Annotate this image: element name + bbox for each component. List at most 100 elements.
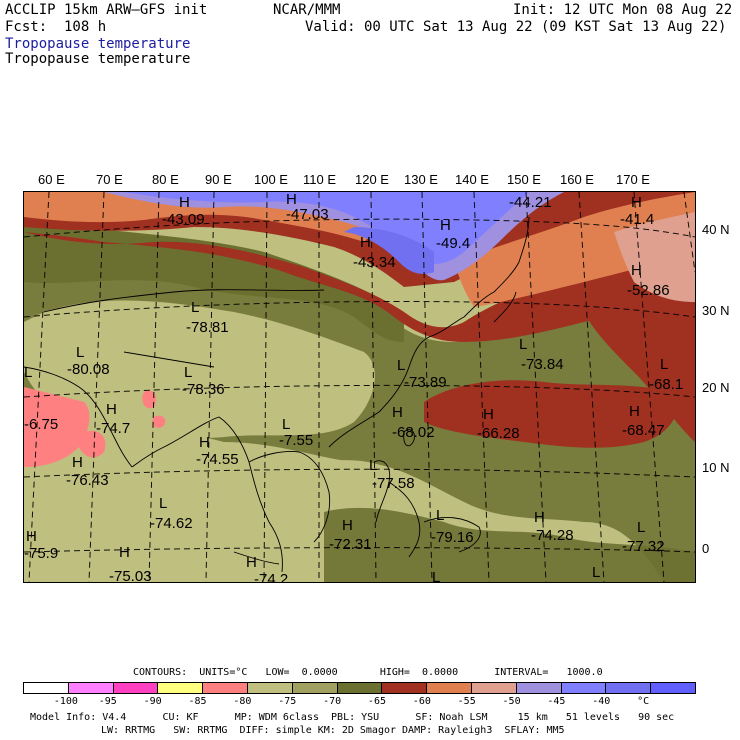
extremum-value: -78.81 bbox=[186, 319, 229, 336]
extremum-marker: H bbox=[392, 404, 403, 421]
color-swatch bbox=[561, 683, 607, 693]
color-swatch bbox=[516, 683, 562, 693]
extremum-value: -74.2 bbox=[254, 571, 288, 582]
extremum-marker: H bbox=[119, 544, 130, 561]
extremum-marker: H bbox=[26, 528, 37, 545]
extremum-marker: L bbox=[592, 564, 600, 581]
color-legend-label: -50 bbox=[502, 696, 521, 707]
lat-label: 10 N bbox=[702, 460, 730, 475]
lon-label: 170 E bbox=[616, 172, 650, 187]
color-swatch bbox=[337, 683, 383, 693]
organization: NCAR/MMM bbox=[273, 2, 341, 18]
extremum-marker: L bbox=[184, 364, 192, 381]
extremum-value: -47.03 bbox=[286, 206, 329, 223]
color-legend-label: -40 bbox=[592, 696, 611, 707]
color-swatch bbox=[427, 683, 472, 693]
color-swatch bbox=[24, 683, 69, 693]
extremum-marker: L bbox=[519, 336, 527, 353]
extremum-marker: L bbox=[660, 356, 668, 373]
extremum-value: -7.55 bbox=[279, 432, 313, 449]
forecast-hour: Fcst: 108 h bbox=[5, 19, 107, 35]
lon-label: 160 E bbox=[560, 172, 594, 187]
extremum-value: -6.75 bbox=[24, 416, 58, 433]
extremum-value: -75.03 bbox=[109, 568, 152, 582]
lon-label: 80 E bbox=[152, 172, 179, 187]
extremum-value: -44.21 bbox=[509, 194, 552, 211]
extremum-marker: H bbox=[106, 401, 117, 418]
extremum-value: -77.32 bbox=[622, 538, 665, 555]
extremum-marker: L bbox=[191, 299, 199, 316]
color-swatch bbox=[158, 683, 204, 693]
extrema-labels: H -43.09 H -47.03 -44.21 H -41.4 H -43.3… bbox=[24, 191, 683, 588]
extremum-marker: H bbox=[246, 554, 257, 571]
contours-info: CONTOURS: UNITS=°C LOW= 0.0000 HIGH= 0.0… bbox=[133, 667, 603, 678]
extremum-value: -76.43 bbox=[66, 472, 109, 489]
field-title-1: Tropopause temperature bbox=[5, 36, 191, 52]
extremum-value: -41.4 bbox=[620, 211, 654, 228]
extremum-marker: H bbox=[483, 406, 494, 423]
color-swatch bbox=[471, 683, 517, 693]
color-swatch bbox=[606, 683, 652, 693]
color-legend-label: -60 bbox=[412, 696, 431, 707]
model-info-line-2: LW: RRTMG SW: RRTMG DIFF: simple KM: 2D … bbox=[101, 725, 565, 736]
color-swatch bbox=[203, 683, 248, 693]
lat-label: 40 N bbox=[702, 222, 730, 237]
extremum-value: -52.86 bbox=[627, 282, 670, 299]
color-swatch bbox=[651, 683, 695, 693]
lat-label: 0 bbox=[702, 541, 710, 556]
extremum-marker: H bbox=[179, 194, 190, 211]
extremum-marker: L bbox=[637, 519, 645, 536]
color-swatch bbox=[68, 683, 114, 693]
color-legend-label: -100 bbox=[53, 696, 78, 707]
extremum-marker: H bbox=[342, 517, 353, 534]
extremum-marker: H bbox=[199, 434, 210, 451]
extremum-marker: H bbox=[631, 262, 642, 279]
extremum-value: -79.16 bbox=[431, 529, 474, 546]
extremum-value: -78.36 bbox=[182, 381, 225, 398]
extremum-marker: H bbox=[286, 192, 297, 208]
extremum-value: -66.28 bbox=[477, 425, 520, 442]
map-canvas: H -43.09 H -47.03 -44.21 H -41.4 H -43.3… bbox=[23, 191, 696, 588]
extremum-value: -77.58 bbox=[372, 475, 415, 492]
color-legend-label: -45 bbox=[547, 696, 566, 707]
extremum-marker: L bbox=[432, 569, 440, 582]
lon-label: 110 E bbox=[303, 172, 337, 187]
color-swatch bbox=[292, 683, 338, 693]
color-legend-label: -55 bbox=[457, 696, 476, 707]
color-legend-label: -90 bbox=[143, 696, 162, 707]
field-title-2: Tropopause temperature bbox=[5, 51, 191, 67]
extremum-value: -49.4 bbox=[436, 235, 470, 252]
lat-label: 30 N bbox=[702, 303, 730, 318]
color-legend-label: -65 bbox=[367, 696, 386, 707]
extremum-value: -73.89 bbox=[404, 374, 447, 391]
color-legend-label: -70 bbox=[323, 696, 342, 707]
extremum-value: -68.1 bbox=[649, 376, 683, 393]
extremum-value: -74.62 bbox=[150, 515, 193, 532]
extremum-value: -68.02 bbox=[392, 424, 435, 441]
color-legend-label: -85 bbox=[188, 696, 207, 707]
extremum-value: -74.7 bbox=[96, 420, 130, 437]
lon-label: 130 E bbox=[404, 172, 438, 187]
extremum-value: -72.31 bbox=[329, 536, 372, 553]
extremum-marker: H bbox=[629, 403, 640, 420]
extremum-marker: L bbox=[397, 357, 405, 374]
color-legend-bar bbox=[23, 682, 696, 694]
extremum-value: -43.34 bbox=[353, 254, 396, 271]
color-swatch bbox=[113, 683, 159, 693]
extremum-marker: H bbox=[360, 234, 371, 251]
extremum-value: -74.28 bbox=[531, 527, 574, 544]
extremum-marker: H bbox=[440, 217, 451, 234]
color-swatch bbox=[247, 683, 293, 693]
lon-label: 120 E bbox=[355, 172, 389, 187]
extremum-marker: L bbox=[369, 457, 377, 474]
lat-label: 20 N bbox=[702, 380, 730, 395]
lon-label: 70 E bbox=[96, 172, 123, 187]
extremum-value: -80.08 bbox=[67, 361, 110, 378]
extremum-marker: L bbox=[436, 507, 444, 524]
model-title: ACCLIP 15km ARW–GFS init bbox=[5, 2, 208, 18]
extremum-value: -75.9 bbox=[24, 545, 58, 562]
model-info-line-1: Model Info: V4.4 CU: KF MP: WDM 6class P… bbox=[30, 712, 675, 723]
extremum-marker: L bbox=[76, 344, 84, 361]
lon-label: 140 E bbox=[455, 172, 489, 187]
extremum-value: -73.84 bbox=[521, 356, 564, 373]
